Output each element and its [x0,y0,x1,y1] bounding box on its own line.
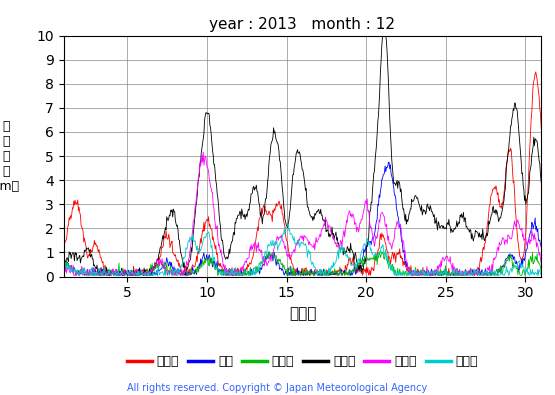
唐棑 [73,273,79,278]
生月島 [70,273,77,278]
唐棑 [554,269,555,274]
石廀崎 [427,273,434,277]
屋久島 [416,271,422,276]
生月島 [416,273,422,278]
石廀崎 [273,254,279,259]
屋久島 [554,270,555,275]
上ノ国 [271,208,278,213]
経ヶ岸 [271,129,278,134]
Y-axis label: 有
義
波
高
（m）: 有 義 波 高 （m） [0,120,19,192]
生月島 [130,269,137,274]
石廀崎 [130,267,137,272]
唐棑 [130,269,137,274]
屋久島 [285,222,291,227]
Line: 生月島: 生月島 [64,152,555,275]
屋久島 [63,263,69,268]
Legend: 上ノ国, 唐棑, 石廀崎, 経ヶ岸, 生月島, 屋久島: 上ノ国, 唐棑, 石廀崎, 経ヶ岸, 生月島, 屋久島 [122,350,483,373]
経ヶ岸 [63,260,69,265]
経ヶ岸 [130,268,137,273]
上ノ国 [415,268,422,273]
唐棑 [290,270,297,275]
屋久島 [291,234,297,239]
唐棑 [60,260,67,265]
Title: year : 2013   month : 12: year : 2013 month : 12 [209,17,396,32]
生月島 [554,272,555,277]
上ノ国 [532,70,539,74]
生月島 [273,241,279,246]
経ヶ岸 [427,206,434,211]
上ノ国 [554,271,555,276]
唐棑 [271,255,278,260]
屋久島 [427,268,434,273]
唐棑 [427,273,434,278]
X-axis label: （日）: （日） [289,306,316,321]
石廀崎 [416,271,422,276]
屋久島 [60,264,67,269]
石廀崎 [266,249,273,254]
石廀崎 [76,273,83,278]
屋久島 [130,273,137,278]
唐棑 [63,266,69,271]
生月島 [427,268,434,273]
唐棑 [416,269,422,274]
経ヶ岸 [100,273,107,278]
経ヶ岸 [60,260,67,264]
上ノ国 [60,247,67,252]
Line: 経ヶ岸: 経ヶ岸 [64,36,555,275]
生月島 [200,150,206,154]
経ヶ岸 [554,268,555,273]
石廀崎 [63,265,69,270]
経ヶ岸 [380,33,386,38]
経ヶ岸 [416,201,422,206]
生月島 [291,247,297,252]
石廀崎 [291,267,297,272]
屋久島 [271,239,278,244]
Line: 屋久島: 屋久島 [64,225,555,275]
上ノ国 [290,267,297,271]
Line: 石廀崎: 石廀崎 [64,251,555,275]
唐棑 [385,160,392,165]
生月島 [60,270,67,275]
上ノ国 [114,273,121,278]
屋久島 [79,273,85,278]
上ノ国 [63,238,69,243]
上ノ国 [130,264,137,269]
石廀崎 [554,270,555,275]
生月島 [63,264,69,269]
経ヶ岸 [290,172,297,177]
上ノ国 [427,273,433,278]
Line: 上ノ国: 上ノ国 [64,72,555,275]
石廀崎 [60,261,67,265]
Line: 唐棑: 唐棑 [64,162,555,275]
Text: All rights reserved. Copyright © Japan Meteorological Agency: All rights reserved. Copyright © Japan M… [128,383,427,393]
